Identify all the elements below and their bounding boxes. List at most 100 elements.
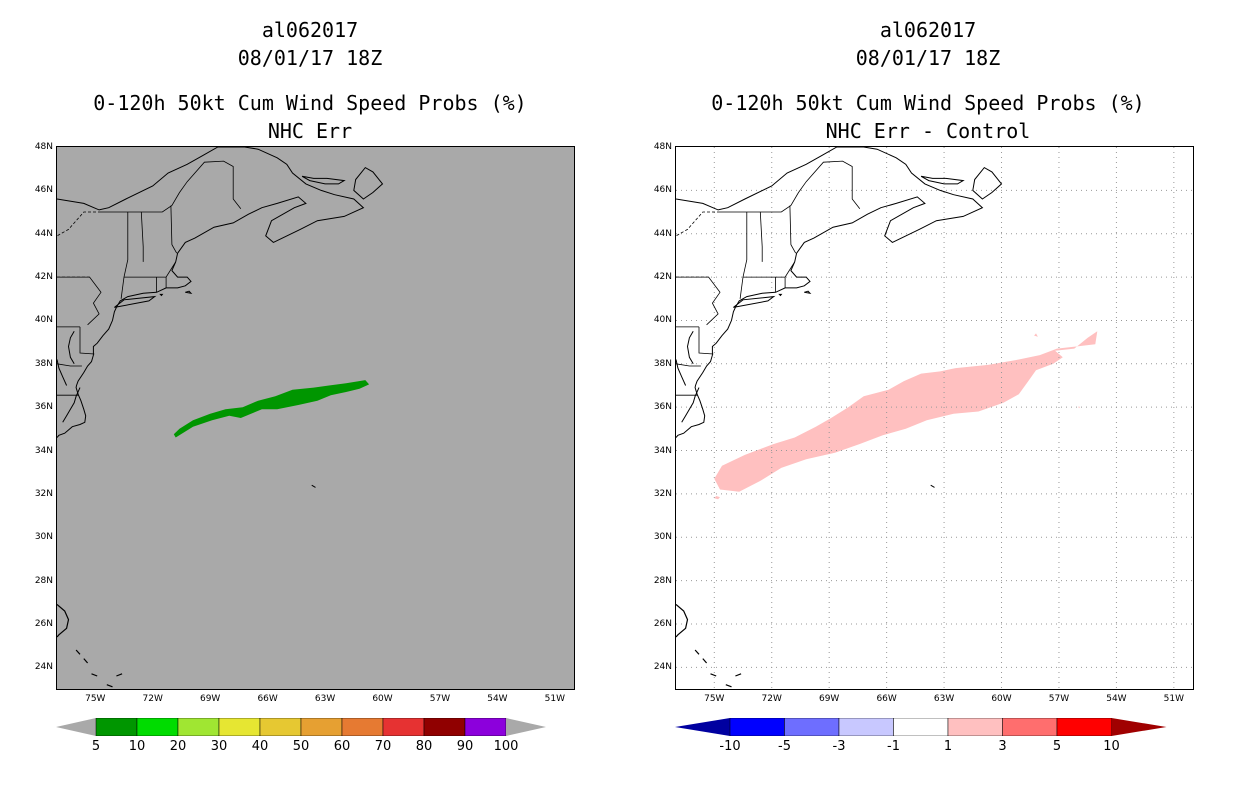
- bahamas-island: [106, 684, 113, 688]
- bahamas-island: [676, 603, 689, 638]
- x-tick-label: 63W: [314, 694, 336, 704]
- bahamas-island: [702, 658, 708, 664]
- bahamas-island: [83, 658, 89, 664]
- right-storm-id: al062017: [879, 18, 977, 42]
- bahamas-island: [57, 603, 70, 638]
- state-border: [101, 160, 242, 213]
- probability-fragment: [1078, 406, 1080, 409]
- colorbar-label: 60: [333, 739, 351, 754]
- colorbar-label: 80: [415, 739, 433, 754]
- state-border: [698, 326, 714, 355]
- y-tick-label: 30N: [653, 532, 672, 543]
- state-border: [759, 211, 763, 262]
- colorbar-label: -1: [887, 739, 900, 754]
- left-map: [56, 146, 575, 690]
- island: [353, 166, 384, 200]
- bermuda-island: [930, 484, 935, 488]
- y-tick-label: 34N: [34, 445, 53, 456]
- coastline: [57, 147, 365, 438]
- x-tick-label: 69W: [199, 694, 221, 704]
- y-tick-label: 26N: [653, 618, 672, 629]
- colorbar-segment: [341, 718, 384, 736]
- colorbar-label: 5: [1052, 739, 1062, 754]
- x-tick-label: 72W: [142, 694, 163, 704]
- map-background: [57, 147, 574, 689]
- x-tick-label: 75W: [704, 694, 725, 704]
- bahamas-island: [725, 684, 732, 688]
- colorbar-label: 30: [210, 739, 228, 754]
- y-tick-label: 24N: [653, 662, 672, 673]
- colorbar-label: 20: [169, 739, 187, 754]
- x-tick-label: 51W: [544, 694, 566, 704]
- y-tick-label: 24N: [34, 662, 53, 673]
- x-tick-label: 63W: [933, 694, 955, 704]
- left-storm-id: al062017: [261, 18, 359, 42]
- colorbar-label: -3: [832, 739, 846, 754]
- right-subtitle: NHC Err - Control: [825, 119, 1031, 143]
- colorbar-label: 10: [128, 739, 146, 754]
- y-tick-label: 42N: [653, 272, 672, 283]
- y-tick-label: 44N: [653, 228, 672, 239]
- x-tick-label: 57W: [1048, 694, 1070, 704]
- state-border: [789, 205, 797, 254]
- colorbar-segment: [259, 718, 302, 736]
- state-border: [720, 160, 861, 213]
- y-tick-label: 48N: [653, 142, 672, 152]
- state-border: [739, 212, 748, 299]
- island: [804, 290, 812, 295]
- left-product-title: 0-120h 50kt Cum Wind Speed Probs (%): [93, 91, 527, 115]
- y-tick-label: 32N: [653, 488, 672, 499]
- colorbar-segment: [729, 718, 785, 736]
- right-product-title: 0-120h 50kt Cum Wind Speed Probs (%): [711, 91, 1145, 115]
- coastline: [676, 147, 984, 438]
- left-colorbar: [56, 718, 546, 736]
- x-tick-label: 66W: [876, 694, 897, 704]
- bahamas-island: [91, 673, 98, 677]
- state-border: [170, 205, 178, 254]
- bahamas-island: [75, 649, 81, 655]
- island: [114, 295, 157, 308]
- colorbar-right-arrow: [506, 718, 546, 736]
- island: [159, 293, 164, 297]
- colorbar-right-arrow: [1111, 718, 1167, 736]
- probability-fragment: [1034, 333, 1038, 337]
- right-colorbar: [675, 718, 1167, 736]
- colorbar-label: 1: [943, 739, 953, 754]
- colorbar-segment: [136, 718, 179, 736]
- state-border: [124, 261, 177, 278]
- left-subtitle: NHC Err: [267, 119, 353, 143]
- colorbar-label: 3: [998, 739, 1007, 754]
- y-tick-label: 40N: [34, 315, 53, 326]
- y-tick-label: 36N: [653, 402, 672, 413]
- colorbar-label: 90: [456, 739, 474, 754]
- colorbar-segment: [95, 718, 138, 736]
- x-tick-label: 54W: [1106, 694, 1127, 704]
- colorbar-segment: [947, 718, 1003, 736]
- island: [920, 175, 965, 185]
- x-tick-label: 54W: [487, 694, 508, 704]
- island: [185, 290, 193, 295]
- map-canvas: [57, 147, 574, 689]
- state-border: [140, 211, 144, 262]
- y-tick-label: 48N: [34, 142, 53, 152]
- x-tick-label: 57W: [429, 694, 451, 704]
- y-tick-label: 36N: [34, 402, 53, 413]
- y-tick-label: 26N: [34, 618, 53, 629]
- colorbar-segment: [218, 718, 261, 736]
- colorbar-label: 50: [292, 739, 310, 754]
- y-tick-label: 34N: [653, 445, 672, 456]
- international-border: [676, 211, 720, 237]
- x-tick-label: 75W: [85, 694, 106, 704]
- bermuda-island: [311, 484, 316, 488]
- right-datetime: 08/01/17 18Z: [855, 46, 1001, 70]
- state-border: [743, 261, 796, 278]
- colorbar-left-arrow: [56, 718, 96, 736]
- colorbar-label: 70: [374, 739, 392, 754]
- y-tick-label: 32N: [34, 488, 53, 499]
- probability-shaded-region: [173, 380, 370, 438]
- colorbar-segment: [423, 718, 466, 736]
- bahamas-island: [694, 649, 700, 655]
- colorbar-label: -10: [719, 739, 741, 754]
- y-tick-label: 42N: [34, 272, 53, 283]
- y-tick-label: 28N: [653, 575, 672, 586]
